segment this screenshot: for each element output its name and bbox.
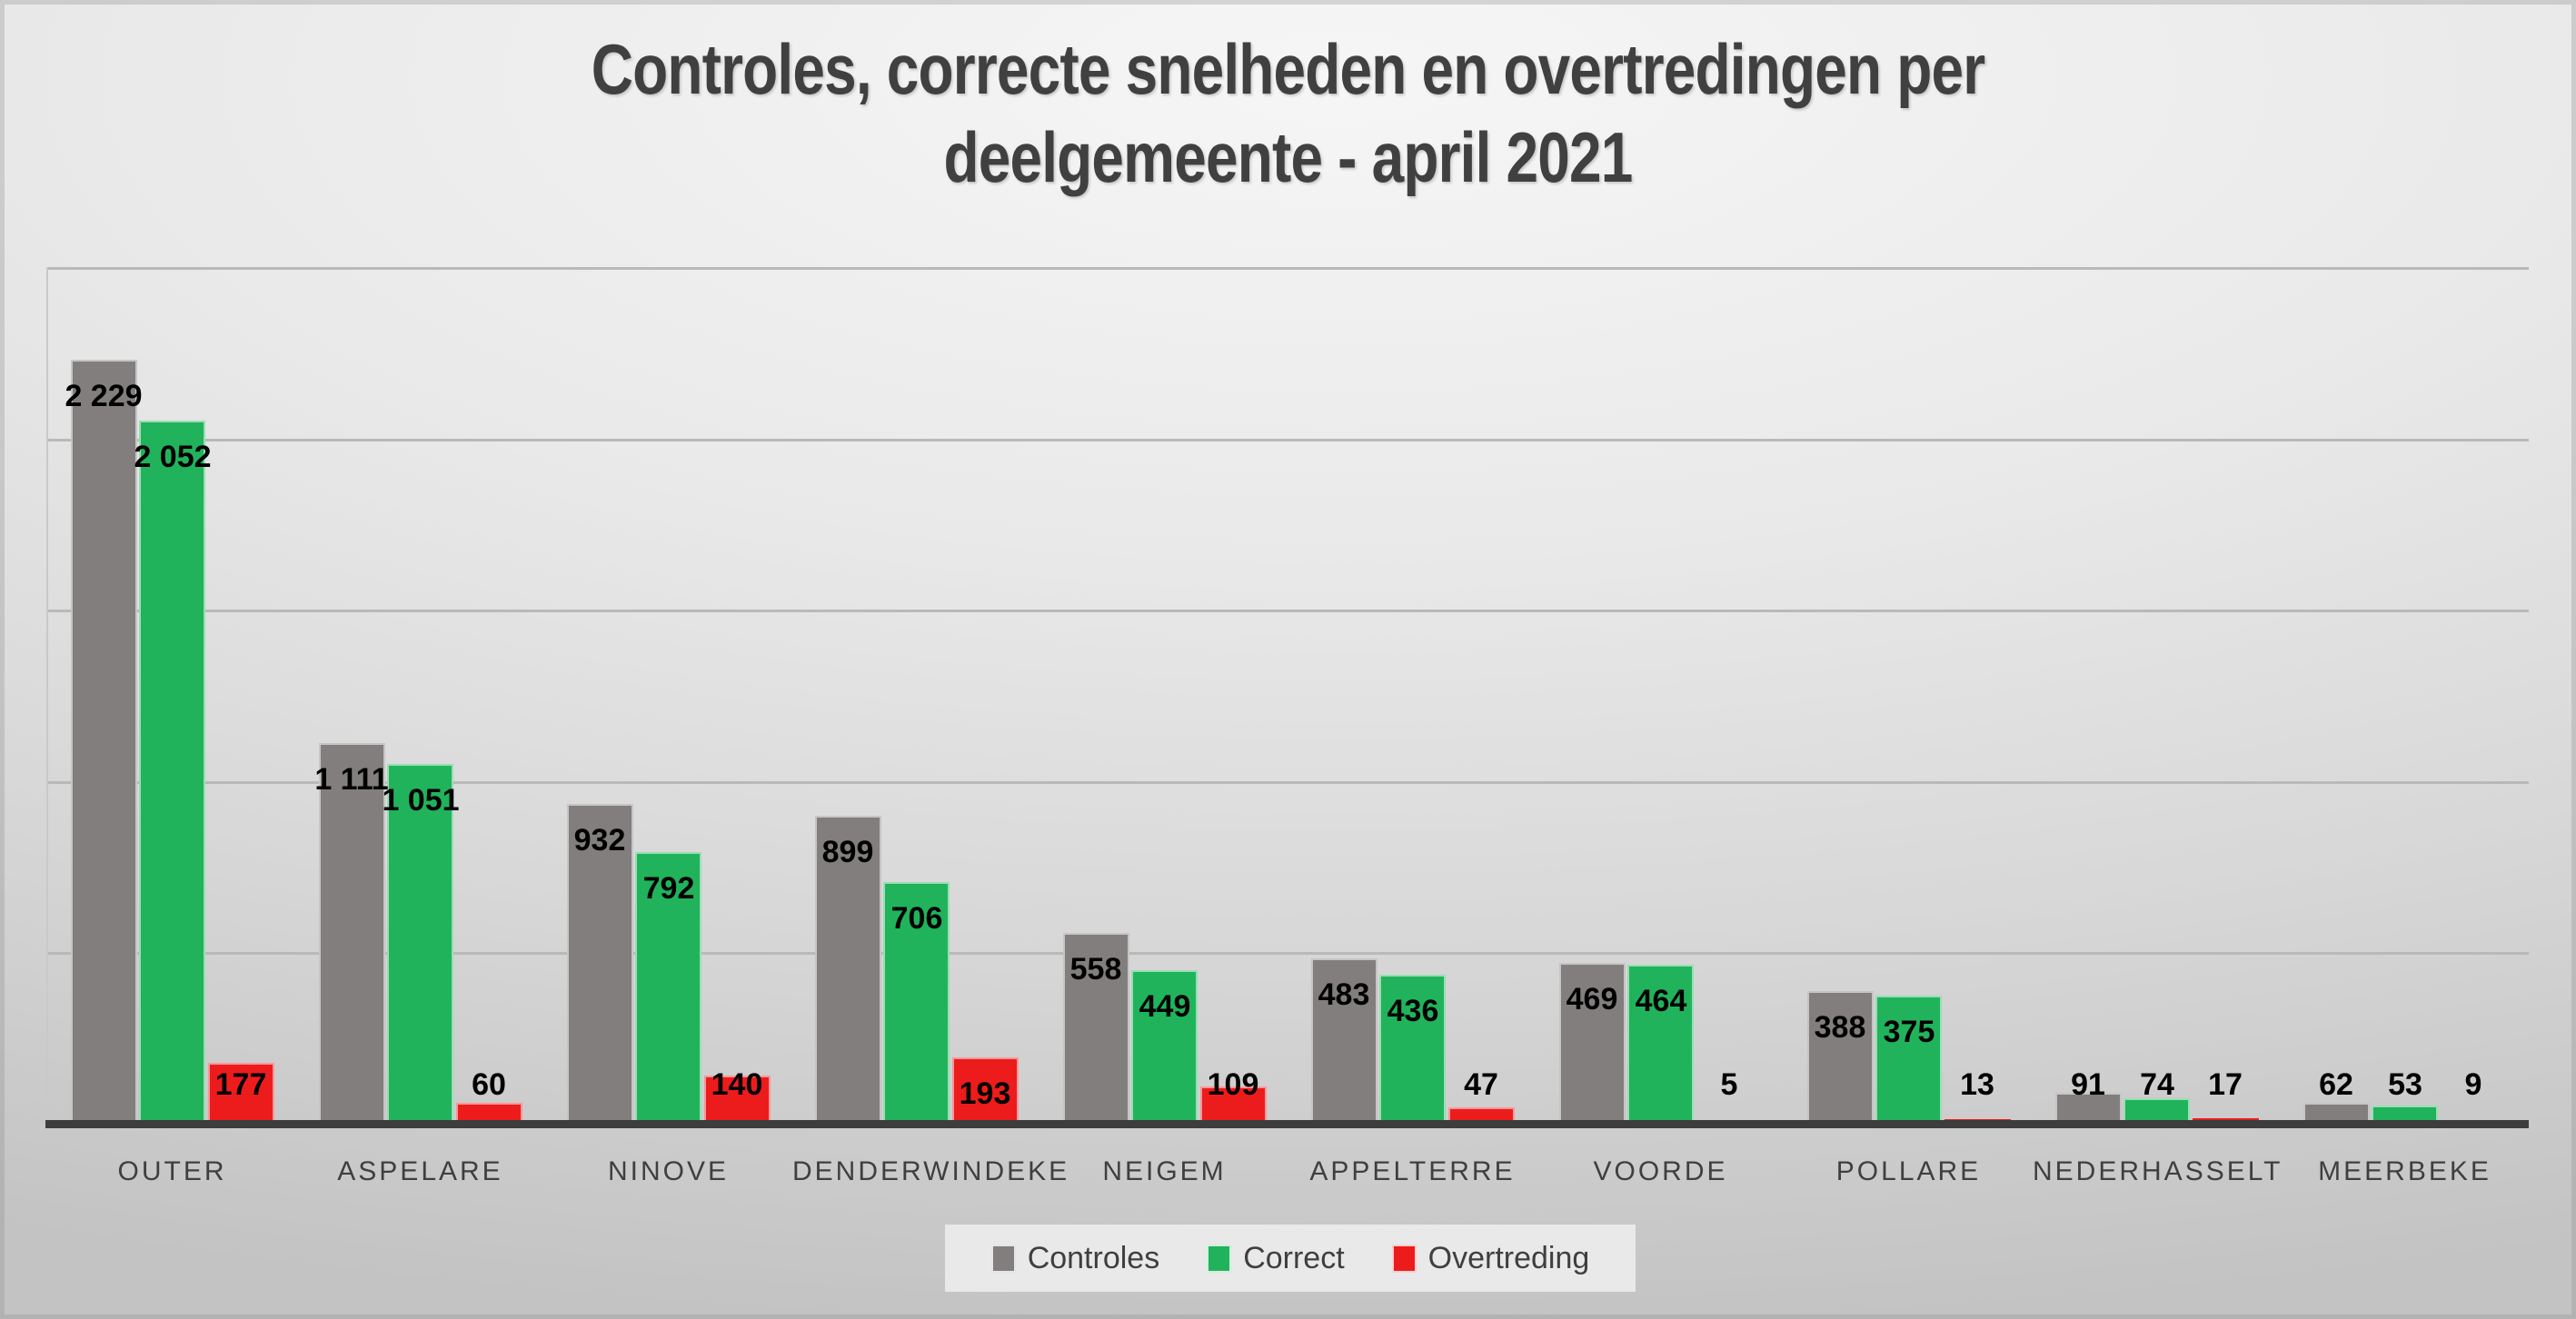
legend-label-controles: Controles <box>1027 1240 1160 1275</box>
value-label-correct-pollare: 375 <box>1883 1015 1935 1049</box>
bar-overtreding-neigem <box>1199 1086 1267 1124</box>
bar-correct-ninove <box>635 852 701 1124</box>
value-label-correct-meerbeke: 53 <box>2388 1067 2422 1102</box>
bar-controles-ninove <box>566 804 633 1124</box>
bar-overtreding-appelterre <box>1447 1107 1515 1124</box>
chart-title: Controles, correcte snelheden en overtre… <box>232 25 2344 202</box>
value-label-correct-denderwindeke: 706 <box>890 901 943 936</box>
bar-controles-outer <box>70 360 137 1124</box>
category-label-denderwindeke: DENDERWINDEKE <box>792 1156 1070 1186</box>
value-label-overtreding-neigem: 109 <box>1207 1067 1259 1102</box>
value-label-controles-meerbeke: 62 <box>2319 1067 2353 1102</box>
legend-item-correct: Correct <box>1207 1240 1345 1276</box>
category-label-nederhasselt: NEDERHASSELT <box>2033 1156 2283 1186</box>
value-label-correct-ninove: 792 <box>642 871 695 906</box>
bar-overtreding-denderwindeke <box>951 1057 1019 1124</box>
legend-label-correct: Correct <box>1243 1240 1345 1275</box>
value-label-controles-nederhasselt: 91 <box>2071 1067 2105 1102</box>
chart-title-line-2: deelgemeente - april 2021 <box>943 117 1633 197</box>
bar-controles-pollare <box>1806 991 1874 1124</box>
value-label-controles-appelterre: 483 <box>1318 977 1370 1012</box>
value-label-controles-pollare: 388 <box>1814 1010 1866 1045</box>
bar-controles-denderwindeke <box>814 816 881 1124</box>
value-label-controles-ninove: 932 <box>573 823 626 858</box>
value-label-overtreding-nederhasselt: 17 <box>2208 1067 2243 1102</box>
bar-controles-neigem <box>1062 933 1129 1124</box>
bar-controles-aspelare <box>318 743 385 1124</box>
category-label-neigem: NEIGEM <box>1102 1156 1227 1186</box>
bar-correct-pollare <box>1875 996 1942 1124</box>
bar-overtreding-outer <box>207 1063 274 1124</box>
bar-controles-nederhasselt <box>2054 1093 2122 1124</box>
value-label-controles-outer: 2 229 <box>65 379 143 413</box>
value-label-controles-aspelare: 1 111 <box>314 762 389 797</box>
category-label-aspelare: ASPELARE <box>337 1156 503 1186</box>
value-label-overtreding-appelterre: 47 <box>1464 1067 1498 1102</box>
value-label-correct-aspelare: 1 051 <box>382 783 460 818</box>
bar-overtreding-ninove <box>703 1076 771 1124</box>
chart-title-line-1: Controles, correcte snelheden en overtre… <box>591 29 1985 109</box>
value-label-controles-neigem: 558 <box>1069 952 1122 987</box>
value-label-overtreding-denderwindeke: 193 <box>959 1076 1011 1111</box>
value-label-overtreding-pollare: 13 <box>1960 1067 1994 1102</box>
legend-item-overtreding: Overtreding <box>1391 1240 1590 1276</box>
category-label-appelterre: APPELTERRE <box>1309 1156 1516 1186</box>
y-axis-line <box>46 267 48 1124</box>
value-label-overtreding-outer: 177 <box>214 1067 267 1102</box>
bar-correct-meerbeke <box>2372 1106 2438 1124</box>
legend-item-controles: Controles <box>990 1240 1160 1276</box>
bar-correct-appelterre <box>1379 975 1446 1124</box>
value-label-correct-appelterre: 436 <box>1387 994 1439 1028</box>
bar-correct-denderwindeke <box>883 882 950 1124</box>
bar-controles-meerbeke <box>2302 1103 2370 1124</box>
value-label-controles-denderwindeke: 899 <box>821 835 874 869</box>
value-label-overtreding-meerbeke: 9 <box>2464 1067 2482 1102</box>
bar-correct-nederhasselt <box>2123 1098 2190 1124</box>
bar-controles-voorde <box>1558 963 1626 1124</box>
category-label-meerbeke: MEERBEKE <box>2318 1156 2491 1186</box>
bar-correct-voorde <box>1627 965 1694 1124</box>
category-label-voorde: VOORDE <box>1593 1156 1728 1186</box>
legend-label-overtreding: Overtreding <box>1427 1240 1590 1275</box>
value-label-overtreding-voorde: 5 <box>1720 1067 1738 1102</box>
category-label-ninove: NINOVE <box>607 1156 730 1186</box>
value-label-controles-voorde: 469 <box>1566 982 1618 1017</box>
value-label-overtreding-ninove: 140 <box>711 1067 763 1102</box>
gridline-2000 <box>48 439 2529 441</box>
legend-swatch-overtreding <box>1391 1244 1417 1273</box>
chart-legend: Controles Correct Overtreding <box>945 1225 1636 1292</box>
legend-swatch-correct <box>1207 1244 1232 1273</box>
x-axis-baseline <box>45 1120 2529 1128</box>
category-label-outer: OUTER <box>117 1156 227 1186</box>
value-label-correct-nederhasselt: 74 <box>2140 1067 2174 1102</box>
gridline-1000 <box>48 781 2529 784</box>
bar-correct-neigem <box>1131 970 1198 1124</box>
bar-controles-appelterre <box>1310 958 1378 1124</box>
bar-correct-aspelare <box>387 764 453 1124</box>
gridline-1500 <box>48 610 2529 612</box>
value-label-correct-neigem: 449 <box>1139 989 1191 1024</box>
legend-swatch-controles <box>990 1244 1016 1273</box>
value-label-correct-outer: 2 052 <box>134 440 212 474</box>
gridline-2500 <box>48 267 2529 270</box>
bar-overtreding-aspelare <box>455 1103 522 1124</box>
category-label-pollare: POLLARE <box>1835 1156 1982 1186</box>
bar-correct-outer <box>139 421 205 1124</box>
value-label-overtreding-aspelare: 60 <box>472 1067 506 1102</box>
value-label-correct-voorde: 464 <box>1635 984 1687 1018</box>
gridline-500 <box>48 952 2529 955</box>
